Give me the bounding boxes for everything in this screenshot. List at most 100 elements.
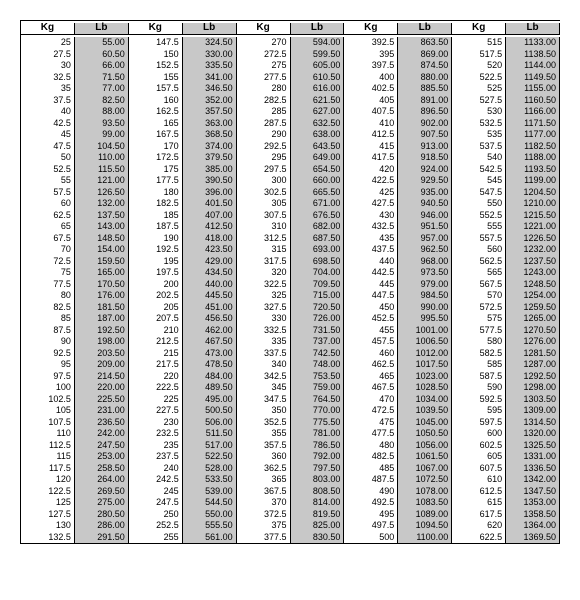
kg-value: 440 bbox=[344, 256, 397, 268]
lb-value: 649.00 bbox=[291, 152, 344, 164]
kg-value: 457.5 bbox=[344, 336, 397, 348]
lb-value: 929.50 bbox=[398, 175, 451, 187]
kg-value: 107.5 bbox=[21, 417, 74, 429]
kg-value: 620 bbox=[452, 520, 505, 532]
kg-value: 55 bbox=[21, 175, 74, 187]
kg-value: 72.5 bbox=[21, 256, 74, 268]
kg-value: 370 bbox=[237, 497, 290, 509]
kg-value: 275 bbox=[237, 60, 290, 72]
kg-value: 160 bbox=[129, 95, 182, 107]
lb-value: 676.50 bbox=[291, 210, 344, 222]
lb-value: 632.50 bbox=[291, 118, 344, 130]
header-kg: Kg bbox=[21, 23, 75, 35]
lb-value: 1369.50 bbox=[506, 532, 559, 544]
kg-value: 582.5 bbox=[452, 348, 505, 360]
column-pair-body: 147.5150152.5155157.5160162.5165167.5170… bbox=[129, 37, 237, 544]
kg-value: 200 bbox=[129, 279, 182, 291]
kg-value: 282.5 bbox=[237, 95, 290, 107]
lb-value: 1221.00 bbox=[506, 221, 559, 233]
kg-value: 80 bbox=[21, 290, 74, 302]
lb-value: 126.50 bbox=[75, 187, 128, 199]
lb-value: 770.00 bbox=[291, 405, 344, 417]
kg-value: 162.5 bbox=[129, 106, 182, 118]
lb-value: 236.50 bbox=[75, 417, 128, 429]
lb-value: 1177.00 bbox=[506, 129, 559, 141]
lb-value: 478.50 bbox=[183, 359, 236, 371]
lb-value: 88.00 bbox=[75, 106, 128, 118]
lb-value: 1325.50 bbox=[506, 440, 559, 452]
kg-value: 232.5 bbox=[129, 428, 182, 440]
kg-value: 532.5 bbox=[452, 118, 505, 130]
kg-value: 445 bbox=[344, 279, 397, 291]
lb-value: 792.00 bbox=[291, 451, 344, 463]
lb-value: 1254.00 bbox=[506, 290, 559, 302]
lb-value: 170.50 bbox=[75, 279, 128, 291]
lb-value: 517.00 bbox=[183, 440, 236, 452]
lb-value: 269.50 bbox=[75, 486, 128, 498]
kg-value: 92.5 bbox=[21, 348, 74, 360]
lb-value: 104.50 bbox=[75, 141, 128, 153]
lb-value: 918.50 bbox=[398, 152, 451, 164]
lb-value: 291.50 bbox=[75, 532, 128, 544]
lb-value: 726.00 bbox=[291, 313, 344, 325]
kg-value: 332.5 bbox=[237, 325, 290, 337]
kg-value: 447.5 bbox=[344, 290, 397, 302]
kg-value: 565 bbox=[452, 267, 505, 279]
kg-value: 580 bbox=[452, 336, 505, 348]
kg-value: 500 bbox=[344, 532, 397, 544]
lb-value: 1083.50 bbox=[398, 497, 451, 509]
lb-value: 990.00 bbox=[398, 302, 451, 314]
kg-value: 585 bbox=[452, 359, 505, 371]
kg-value: 175 bbox=[129, 164, 182, 176]
kg-value: 455 bbox=[344, 325, 397, 337]
lb-value: 225.50 bbox=[75, 394, 128, 406]
lb-value: 1006.50 bbox=[398, 336, 451, 348]
kg-value: 27.5 bbox=[21, 49, 74, 61]
kg-column: 270272.5275277.5280282.5285287.5290292.5… bbox=[237, 37, 291, 544]
lb-value: 1320.00 bbox=[506, 428, 559, 440]
kg-value: 25 bbox=[21, 37, 74, 49]
lb-value: 808.50 bbox=[291, 486, 344, 498]
kg-value: 75 bbox=[21, 267, 74, 279]
column-pair-header: KgLb bbox=[237, 21, 345, 37]
lb-value: 137.50 bbox=[75, 210, 128, 222]
lb-value: 748.00 bbox=[291, 359, 344, 371]
kg-value: 360 bbox=[237, 451, 290, 463]
kg-value: 95 bbox=[21, 359, 74, 371]
lb-value: 363.00 bbox=[183, 118, 236, 130]
kg-value: 362.5 bbox=[237, 463, 290, 475]
kg-lb-conversion-table: KgLb2527.53032.53537.54042.54547.55052.5… bbox=[20, 20, 560, 544]
lb-value: 1017.50 bbox=[398, 359, 451, 371]
lb-value: 352.00 bbox=[183, 95, 236, 107]
lb-value: 176.00 bbox=[75, 290, 128, 302]
lb-value: 1089.00 bbox=[398, 509, 451, 521]
kg-value: 572.5 bbox=[452, 302, 505, 314]
kg-value: 77.5 bbox=[21, 279, 74, 291]
lb-value: 627.00 bbox=[291, 106, 344, 118]
kg-value: 525 bbox=[452, 83, 505, 95]
kg-value: 325 bbox=[237, 290, 290, 302]
kg-value: 422.5 bbox=[344, 175, 397, 187]
lb-value: 1204.50 bbox=[506, 187, 559, 199]
kg-value: 147.5 bbox=[129, 37, 182, 49]
lb-value: 539.00 bbox=[183, 486, 236, 498]
kg-value: 450 bbox=[344, 302, 397, 314]
kg-value: 337.5 bbox=[237, 348, 290, 360]
lb-value: 643.50 bbox=[291, 141, 344, 153]
kg-value: 425 bbox=[344, 187, 397, 199]
kg-value: 317.5 bbox=[237, 256, 290, 268]
lb-value: 55.00 bbox=[75, 37, 128, 49]
lb-value: 1144.00 bbox=[506, 60, 559, 72]
lb-value: 1270.50 bbox=[506, 325, 559, 337]
lb-value: 390.50 bbox=[183, 175, 236, 187]
kg-value: 612.5 bbox=[452, 486, 505, 498]
lb-value: 66.00 bbox=[75, 60, 128, 72]
column-pair: KgLb2527.53032.53537.54042.54547.55052.5… bbox=[21, 21, 129, 544]
kg-value: 97.5 bbox=[21, 371, 74, 383]
kg-value: 597.5 bbox=[452, 417, 505, 429]
kg-value: 190 bbox=[129, 233, 182, 245]
kg-value: 520 bbox=[452, 60, 505, 72]
kg-value: 197.5 bbox=[129, 267, 182, 279]
lb-value: 1199.00 bbox=[506, 175, 559, 187]
lb-value: 253.00 bbox=[75, 451, 128, 463]
